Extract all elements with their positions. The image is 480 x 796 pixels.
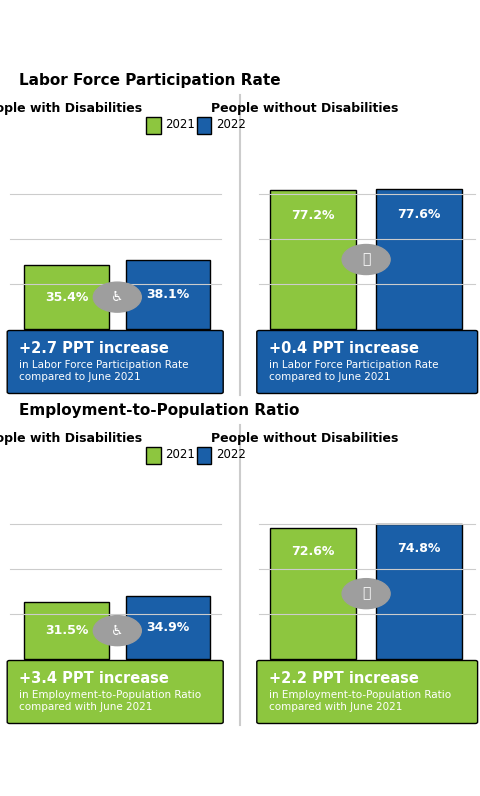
FancyBboxPatch shape [146, 118, 161, 134]
Text: 72.6%: 72.6% [291, 545, 335, 558]
Text: 77.6%: 77.6% [397, 208, 441, 221]
Text: June 2021 to June 2022: June 2021 to June 2022 [14, 12, 249, 29]
Text: ♿: ♿ [111, 623, 123, 638]
Text: +3.4 PPT increase: +3.4 PPT increase [19, 671, 169, 686]
Text: 2022: 2022 [216, 119, 246, 131]
Text: in Labor Force Participation Rate
compared to June 2021: in Labor Force Participation Rate compar… [269, 361, 438, 382]
FancyBboxPatch shape [126, 596, 210, 659]
Text: 🚶: 🚶 [362, 252, 370, 267]
Text: 35.4%: 35.4% [45, 291, 88, 303]
Circle shape [93, 282, 141, 312]
FancyBboxPatch shape [376, 525, 462, 659]
FancyBboxPatch shape [126, 260, 210, 329]
Text: People with Disabilities: People with Disabilities [0, 432, 142, 446]
FancyBboxPatch shape [257, 330, 478, 393]
Text: Kessler Foundation and the University of New Hampshire Institute on Disability
J: Kessler Foundation and the University of… [74, 734, 480, 755]
FancyBboxPatch shape [7, 661, 223, 724]
Text: in Employment-to-Population Ratio
compared with June 2021: in Employment-to-Population Ratio compar… [19, 690, 201, 712]
Text: People without Disabilities: People without Disabilities [211, 103, 398, 115]
Circle shape [93, 615, 141, 646]
Circle shape [342, 244, 390, 275]
Text: nTIDE: nTIDE [384, 26, 425, 39]
Text: 2021: 2021 [166, 448, 195, 462]
Text: in Employment-to-Population Ratio
compared with June 2021: in Employment-to-Population Ratio compar… [269, 690, 451, 712]
Text: +0.4 PPT increase: +0.4 PPT increase [269, 341, 419, 356]
Text: 🚶: 🚶 [362, 587, 370, 601]
Text: +2.7 PPT increase: +2.7 PPT increase [19, 341, 169, 356]
FancyBboxPatch shape [146, 447, 161, 464]
Text: 77.2%: 77.2% [291, 209, 335, 221]
Circle shape [342, 579, 390, 609]
Text: ♿: ♿ [111, 290, 123, 304]
Text: Employment-to-Population Ratio: Employment-to-Population Ratio [19, 403, 300, 417]
FancyBboxPatch shape [197, 118, 211, 134]
FancyBboxPatch shape [197, 447, 211, 464]
Text: People without Disabilities: People without Disabilities [211, 432, 398, 446]
Text: Source:: Source: [14, 734, 62, 743]
FancyBboxPatch shape [24, 603, 109, 659]
Text: 2022: 2022 [216, 448, 246, 462]
Text: in Labor Force Participation Rate
compared to June 2021: in Labor Force Participation Rate compar… [19, 361, 189, 382]
FancyBboxPatch shape [24, 265, 109, 329]
Text: 2021: 2021 [166, 119, 195, 131]
Text: National Trends In Disability Employment: National Trends In Disability Employment [14, 34, 244, 45]
FancyBboxPatch shape [376, 189, 462, 329]
Text: 74.8%: 74.8% [397, 542, 441, 555]
Text: 31.5%: 31.5% [45, 624, 88, 637]
FancyBboxPatch shape [7, 330, 223, 393]
Text: +2.2 PPT increase: +2.2 PPT increase [269, 671, 419, 686]
Text: Labor Force Participation Rate: Labor Force Participation Rate [19, 72, 281, 88]
FancyBboxPatch shape [270, 529, 356, 659]
FancyBboxPatch shape [270, 190, 356, 329]
FancyBboxPatch shape [257, 661, 478, 724]
Text: Year-to-Year Comparison: Year-to-Year Comparison [14, 51, 149, 60]
Text: 34.9%: 34.9% [146, 621, 190, 634]
Text: People with Disabilities: People with Disabilities [0, 103, 142, 115]
Text: *PPT = Percentage Point: *PPT = Percentage Point [14, 778, 151, 788]
Text: 38.1%: 38.1% [146, 288, 190, 301]
